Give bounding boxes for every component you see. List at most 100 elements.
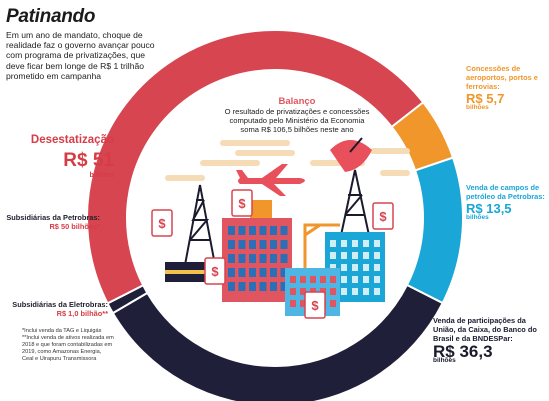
- window: [352, 276, 358, 283]
- window: [249, 282, 256, 291]
- window: [330, 276, 336, 283]
- window: [310, 276, 316, 283]
- label-petrobras-sub: Subsidiárias da Petrobras: R$ 50 bilhões…: [4, 213, 100, 231]
- satellite-dish-icon: [330, 137, 372, 172]
- window: [300, 276, 306, 283]
- window: [341, 288, 347, 295]
- city-illustration: $ $ $ $ $: [151, 137, 410, 319]
- window: [374, 240, 380, 247]
- label-participacoes: Venda de participações da União, da Caix…: [433, 316, 547, 365]
- campos-value: R$ 13,5: [466, 201, 512, 216]
- window: [290, 300, 296, 307]
- window: [300, 288, 306, 295]
- window: [290, 276, 296, 283]
- window: [374, 288, 380, 295]
- window: [259, 240, 267, 249]
- window: [228, 240, 235, 249]
- window: [270, 240, 277, 249]
- window: [249, 268, 256, 277]
- concess-name: Concessões de aeroportos, portos e ferro…: [466, 64, 538, 91]
- concess-unit: bilhões: [466, 104, 489, 111]
- window: [270, 226, 277, 235]
- concess-value: R$ 5,7: [466, 91, 505, 106]
- price-tag-icon: $: [231, 189, 253, 217]
- donut-slice-campos: [405, 156, 464, 305]
- window: [352, 252, 358, 259]
- window: [270, 282, 277, 291]
- price-tag-icon: $: [304, 291, 326, 319]
- balance-title: Balanço: [278, 96, 316, 107]
- partic-unit: bilhões: [433, 357, 456, 364]
- petro-sub-value: R$ 50 bilhões*: [49, 222, 100, 231]
- window: [228, 282, 235, 291]
- eletro-name: Subsidiárias da Eletrobras:: [12, 300, 108, 309]
- window: [259, 268, 267, 277]
- window: [341, 276, 347, 283]
- window: [330, 288, 336, 295]
- window: [290, 288, 296, 295]
- petro-sub-name: Subsidiárias da Petrobras:: [6, 213, 100, 222]
- window: [238, 240, 246, 249]
- partic-value: R$ 36,3: [433, 342, 493, 361]
- window: [363, 252, 369, 259]
- svg-text:$: $: [238, 196, 246, 211]
- window: [330, 252, 336, 259]
- window: [259, 282, 267, 291]
- airplane-icon: [236, 164, 305, 196]
- window: [238, 282, 246, 291]
- svg-text:$: $: [379, 209, 387, 224]
- intro-text: Em um ano de mandato, choque de realidad…: [6, 30, 155, 81]
- price-tag-icon: $: [204, 257, 226, 285]
- window: [238, 254, 246, 263]
- price-tag-icon: $: [372, 202, 394, 230]
- window: [249, 226, 256, 235]
- balance-text: O resultado de privatizações e concessõe…: [224, 107, 370, 135]
- window: [352, 264, 358, 271]
- window: [238, 226, 246, 235]
- window: [374, 264, 380, 271]
- window: [363, 240, 369, 247]
- footnotes: *Inclui venda da TAG e Liquigás **Inclui…: [22, 328, 114, 363]
- window: [270, 254, 277, 263]
- window: [300, 300, 306, 307]
- window: [280, 282, 288, 291]
- donut-slice-petro_sub: [86, 29, 425, 305]
- label-eletrobras-sub: Subsidiárias da Eletrobras: R$ 1,0 bilhã…: [4, 300, 108, 318]
- label-desestatizacao: Desestatização R$ 51 bilhões: [4, 134, 114, 179]
- window: [249, 240, 256, 249]
- partic-name: Venda de participações da União, da Caix…: [433, 316, 537, 343]
- desest-unit: bilhões: [89, 172, 114, 179]
- window: [280, 254, 288, 263]
- window: [238, 268, 246, 277]
- window: [228, 254, 235, 263]
- desest-value: R$ 51: [63, 150, 114, 171]
- svg-text:$: $: [311, 298, 319, 313]
- window: [341, 252, 347, 259]
- window: [280, 268, 288, 277]
- window: [259, 226, 267, 235]
- window: [259, 254, 267, 263]
- window: [374, 252, 380, 259]
- label-concessoes: Concessões de aeroportos, portos e ferro…: [466, 64, 546, 112]
- balance-box: Balanço O resultado de privatizações e c…: [222, 96, 372, 135]
- window: [280, 226, 288, 235]
- page-title: Patinando: [6, 6, 96, 27]
- footnote-2: **Inclui venda de ativos realizada em 20…: [22, 335, 114, 362]
- window: [341, 264, 347, 271]
- oil-derrick-icon: [339, 169, 371, 241]
- building-red: [222, 218, 292, 302]
- window: [352, 288, 358, 295]
- window: [363, 288, 369, 295]
- window: [228, 268, 235, 277]
- campos-unit: bilhões: [466, 214, 489, 221]
- window: [249, 254, 256, 263]
- footnote-1: *Inclui venda da TAG e Liquigás: [22, 328, 102, 334]
- window: [228, 226, 235, 235]
- window: [341, 240, 347, 247]
- price-tag-icon: $: [151, 209, 173, 237]
- svg-text:$: $: [158, 216, 166, 231]
- window: [280, 240, 288, 249]
- window: [363, 264, 369, 271]
- svg-text:$: $: [211, 264, 219, 279]
- label-campos: Venda de campos de petróleo da Petrobras…: [466, 183, 546, 222]
